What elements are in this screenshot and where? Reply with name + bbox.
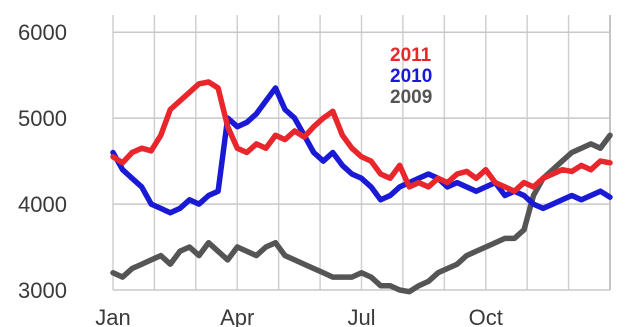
legend-entry-2011: 2011 <box>390 45 432 66</box>
x-tick-label: Oct <box>469 305 503 327</box>
y-tick-label: 4000 <box>18 192 67 217</box>
y-tick-labels: 3000 4000 5000 6000 <box>18 20 67 303</box>
series-layer <box>110 79 613 295</box>
x-tick-label: Jan <box>95 305 130 327</box>
legend-entry-2010: 2010 <box>390 66 432 87</box>
x-tick-labels: Jan Apr Jul Oct <box>95 305 503 327</box>
y-tick-label: 3000 <box>18 278 67 303</box>
series-line-2010 <box>110 85 613 216</box>
series-line-2011 <box>110 79 613 194</box>
legend-entry-2009: 2009 <box>390 87 432 108</box>
y-tick-label: 5000 <box>18 106 67 131</box>
x-tick-label: Jul <box>347 305 375 327</box>
x-tick-label: Apr <box>220 305 254 327</box>
y-tick-label: 6000 <box>18 20 67 45</box>
series-line-2009 <box>110 132 613 295</box>
